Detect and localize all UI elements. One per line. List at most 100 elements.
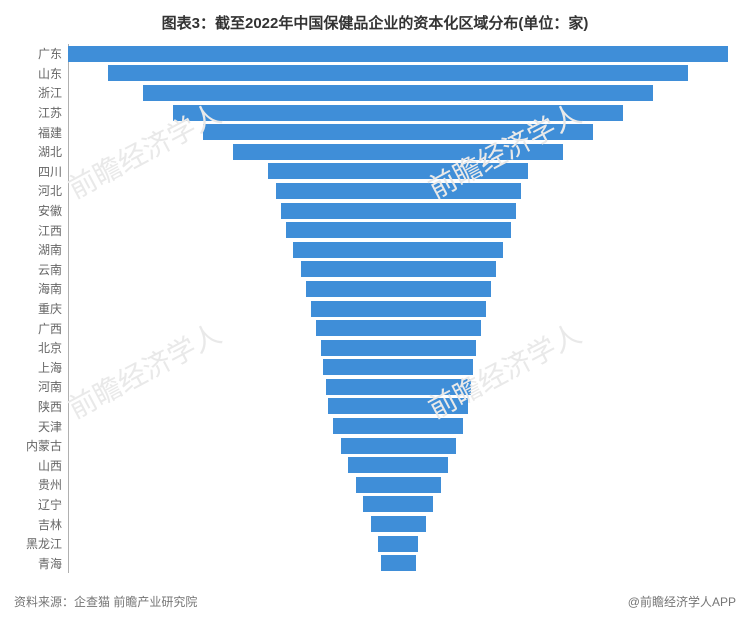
chart-row: 湖南: [0, 240, 750, 260]
y-axis-label: 山西: [0, 457, 68, 474]
chart-row: 山东: [0, 64, 750, 84]
chart-row: 北京: [0, 338, 750, 358]
y-axis-label: 北京: [0, 339, 68, 356]
y-axis-label: 黑龙江: [0, 535, 68, 552]
chart-row: 上海: [0, 358, 750, 378]
y-axis-label: 浙江: [0, 84, 68, 101]
bar-track: [68, 418, 750, 434]
bar: [286, 222, 511, 238]
y-axis-label: 广西: [0, 320, 68, 337]
bar: [233, 144, 563, 160]
bar-track: [68, 281, 750, 297]
bar-track: [68, 536, 750, 552]
chart-row: 广西: [0, 318, 750, 338]
chart-row: 陕西: [0, 397, 750, 417]
bar: [311, 301, 486, 317]
y-axis-label: 江西: [0, 222, 68, 239]
chart-row: 湖北: [0, 142, 750, 162]
y-axis-label: 陕西: [0, 398, 68, 415]
chart-title: 图表3：截至2022年中国保健品企业的资本化区域分布(单位：家): [0, 0, 750, 33]
bar: [108, 65, 688, 81]
bar-track: [68, 340, 750, 356]
y-axis-label: 河南: [0, 378, 68, 395]
chart-plot-area: 广东山东浙江江苏福建湖北四川河北安徽江西湖南云南海南重庆广西北京上海河南陕西天津…: [0, 44, 750, 578]
bar: [301, 261, 496, 277]
bar: [143, 85, 653, 101]
y-axis-label: 湖南: [0, 241, 68, 258]
chart-row: 内蒙古: [0, 436, 750, 456]
bar: [333, 418, 463, 434]
bar: [268, 163, 528, 179]
chart-row: 四川: [0, 162, 750, 182]
bar-track: [68, 516, 750, 532]
y-axis-label: 吉林: [0, 516, 68, 533]
bar-track: [68, 85, 750, 101]
bar-track: [68, 438, 750, 454]
bar-track: [68, 398, 750, 414]
bar: [306, 281, 491, 297]
y-axis-label: 重庆: [0, 300, 68, 317]
y-axis-label: 上海: [0, 359, 68, 376]
bar: [328, 398, 468, 414]
bar: [326, 379, 471, 395]
y-axis-label: 辽宁: [0, 496, 68, 513]
bar-track: [68, 496, 750, 512]
bar-track: [68, 46, 750, 62]
y-axis-label: 湖北: [0, 143, 68, 160]
bar: [203, 124, 593, 140]
bar-track: [68, 203, 750, 219]
bar: [378, 536, 418, 552]
bar: [173, 105, 623, 121]
bar-track: [68, 359, 750, 375]
chart-row: 江苏: [0, 103, 750, 123]
bar-track: [68, 65, 750, 81]
bar: [276, 183, 521, 199]
bar-track: [68, 261, 750, 277]
bar: [381, 555, 416, 571]
bar: [321, 340, 476, 356]
bar: [68, 46, 728, 62]
chart-row: 海南: [0, 279, 750, 299]
y-axis-label: 河北: [0, 182, 68, 199]
chart-row: 黑龙江: [0, 534, 750, 554]
chart-row: 福建: [0, 122, 750, 142]
chart-row: 云南: [0, 260, 750, 280]
chart-row: 贵州: [0, 475, 750, 495]
bar-track: [68, 320, 750, 336]
bar-track: [68, 555, 750, 571]
y-axis-label: 福建: [0, 124, 68, 141]
chart-row: 江西: [0, 220, 750, 240]
chart-row: 河北: [0, 181, 750, 201]
y-axis-label: 天津: [0, 418, 68, 435]
chart-row: 河南: [0, 377, 750, 397]
bar-track: [68, 379, 750, 395]
chart-row: 浙江: [0, 83, 750, 103]
chart-row: 山西: [0, 455, 750, 475]
y-axis-label: 云南: [0, 261, 68, 278]
y-axis-label: 广东: [0, 45, 68, 62]
bar-track: [68, 144, 750, 160]
bar: [281, 203, 516, 219]
bar-track: [68, 222, 750, 238]
chart-footer: 资料来源：企查猫 前瞻产业研究院 @前瞻经济学人APP: [14, 593, 736, 610]
source-label: 资料来源：企查猫 前瞻产业研究院: [14, 593, 197, 610]
y-axis-label: 四川: [0, 163, 68, 180]
y-axis-label: 安徽: [0, 202, 68, 219]
bar-track: [68, 163, 750, 179]
bar-track: [68, 457, 750, 473]
credit-label: @前瞻经济学人APP: [628, 593, 736, 610]
bar-track: [68, 477, 750, 493]
bar-track: [68, 242, 750, 258]
chart-row: 青海: [0, 553, 750, 573]
bar: [371, 516, 426, 532]
chart-row: 辽宁: [0, 495, 750, 515]
bar-track: [68, 124, 750, 140]
y-axis-label: 贵州: [0, 476, 68, 493]
bar-track: [68, 183, 750, 199]
y-axis-label: 江苏: [0, 104, 68, 121]
chart-row: 吉林: [0, 514, 750, 534]
bar: [348, 457, 448, 473]
bar: [323, 359, 473, 375]
bar: [363, 496, 433, 512]
chart-row: 广东: [0, 44, 750, 64]
